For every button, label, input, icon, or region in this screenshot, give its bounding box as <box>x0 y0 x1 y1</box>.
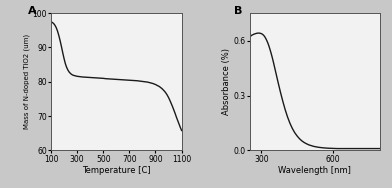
X-axis label: Temperature [C]: Temperature [C] <box>82 166 151 175</box>
Y-axis label: Mass of N-doped TiO2 (um): Mass of N-doped TiO2 (um) <box>23 34 29 129</box>
Y-axis label: Absorbance (%): Absorbance (%) <box>221 48 230 115</box>
X-axis label: Wavelength [nm]: Wavelength [nm] <box>278 166 351 175</box>
Text: A: A <box>27 6 36 16</box>
Text: B: B <box>234 6 242 16</box>
